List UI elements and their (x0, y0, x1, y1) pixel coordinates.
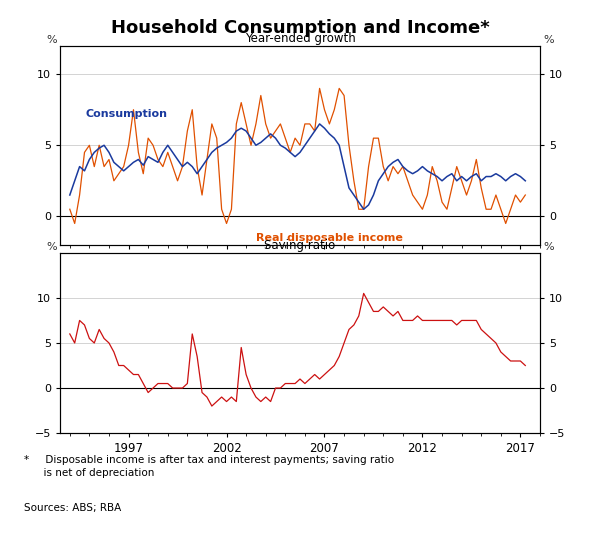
Text: *     Disposable income is after tax and interest payments; saving ratio
      i: * Disposable income is after tax and int… (24, 455, 394, 478)
Text: Consumption: Consumption (85, 109, 167, 119)
Text: Sources: ABS; RBA: Sources: ABS; RBA (24, 503, 121, 513)
Text: %: % (543, 34, 554, 45)
Text: %: % (46, 34, 57, 45)
Text: %: % (543, 242, 554, 252)
Title: Year-ended growth: Year-ended growth (245, 32, 355, 45)
Text: %: % (46, 242, 57, 252)
Title: Saving ratio: Saving ratio (265, 239, 335, 252)
Text: Real disposable income: Real disposable income (256, 232, 403, 243)
Text: Household Consumption and Income*: Household Consumption and Income* (110, 19, 490, 37)
